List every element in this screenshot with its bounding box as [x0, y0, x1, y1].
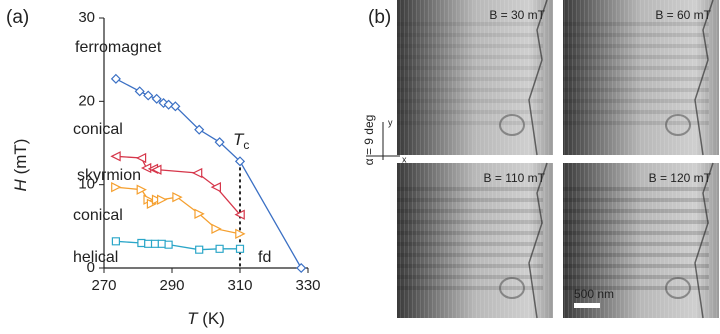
image-crack	[694, 0, 714, 156]
data-point	[194, 124, 205, 135]
y-tick-label: 10	[78, 176, 95, 193]
data-point	[215, 244, 224, 253]
x-tick-label: 330	[295, 277, 320, 294]
x-label-unit: (K)	[202, 309, 225, 328]
x-label-symbol: T	[187, 309, 199, 328]
image-label: B = 60 mT	[655, 8, 711, 22]
data-point	[163, 99, 174, 110]
image-label: B = 110 mT	[484, 171, 546, 185]
image-crack	[694, 162, 714, 319]
data-point	[210, 181, 221, 193]
data-point	[146, 198, 158, 210]
axis-letter: y	[388, 117, 393, 127]
region-label: ferromagnet	[75, 39, 162, 56]
data-point	[194, 208, 205, 220]
data-point	[170, 101, 181, 112]
data-point	[157, 239, 166, 248]
data-point	[110, 73, 121, 84]
image-label: B = 30 mT	[489, 8, 545, 22]
image-crack	[528, 0, 548, 156]
panel-label: (b)	[368, 7, 391, 28]
data-point	[211, 223, 222, 235]
data-point	[164, 240, 173, 249]
region-label: skyrmion	[77, 167, 141, 184]
x-tick-label: 270	[91, 277, 116, 294]
x-tick-label: 310	[227, 277, 252, 294]
data-point	[195, 245, 204, 254]
region-label: conical	[73, 207, 123, 224]
data-point	[110, 151, 121, 162]
micrographs: B = 30 mT B = 60 mT B = 110 mT B = 120 mT 50…	[362, 0, 719, 319]
micrograph: B = 60 mT	[563, 0, 719, 156]
data-point	[296, 262, 307, 274]
image-grain	[665, 114, 691, 136]
data-point	[136, 184, 147, 195]
data-point	[134, 86, 145, 97]
data-point	[191, 167, 203, 179]
micrograph: B = 110 mT	[397, 162, 553, 319]
data-point	[214, 137, 225, 148]
image-grain	[665, 277, 691, 299]
tc-symbol: T	[233, 130, 245, 149]
scale-bar	[574, 303, 600, 308]
region-label: helical	[73, 249, 118, 266]
tc-subscript: c	[243, 138, 249, 152]
plot: 0 10 20 30 270 290 310 330 ferromagnet conical sky…	[73, 9, 321, 294]
data-point	[111, 237, 120, 246]
y-axis-label: H (mT)	[11, 139, 30, 192]
data-point	[172, 191, 183, 203]
region-label: fd	[258, 249, 271, 266]
data-point	[157, 194, 168, 205]
image-label: B = 120 mT	[649, 171, 712, 185]
data-point	[235, 228, 246, 240]
data-point	[151, 194, 163, 205]
data-point	[137, 238, 146, 248]
data-point	[234, 209, 245, 220]
image-grain	[499, 114, 525, 136]
y-tick-label: 30	[78, 9, 95, 26]
image-crack	[528, 162, 548, 319]
data-point	[144, 239, 153, 248]
region-label: conical	[73, 121, 123, 138]
axis-letter: x	[402, 154, 407, 164]
image-stripes	[397, 20, 543, 130]
tc-label: Tc	[233, 130, 249, 152]
y-tick-label: 20	[78, 92, 95, 109]
data-point	[234, 156, 246, 167]
data-point	[235, 244, 245, 253]
image-stripes	[563, 20, 709, 130]
y-label-symbol: H	[11, 178, 30, 191]
image-stripes	[397, 183, 543, 293]
y-label-unit: (mT)	[11, 139, 30, 175]
micrograph: B = 30 mT	[397, 0, 553, 156]
x-tick-label: 290	[159, 277, 184, 294]
data-point	[151, 93, 162, 104]
data-point	[158, 97, 169, 109]
image-stripes	[563, 183, 709, 293]
y-tick-label: 0	[87, 259, 95, 276]
scale-bar-label: 500 nm	[574, 287, 614, 301]
series-line	[115, 155, 241, 216]
data-point	[111, 181, 122, 193]
micrograph: B = 120 mT	[563, 162, 719, 319]
image-grain	[499, 277, 525, 299]
panel-label: (a)	[6, 7, 29, 28]
series-line	[115, 186, 241, 235]
data-point	[143, 90, 154, 101]
data-point	[135, 152, 147, 164]
data-point	[150, 239, 160, 248]
data-point	[151, 164, 162, 175]
angle-label: α = 9 deg	[362, 115, 376, 166]
x-axis-label: T (K)	[187, 309, 225, 328]
